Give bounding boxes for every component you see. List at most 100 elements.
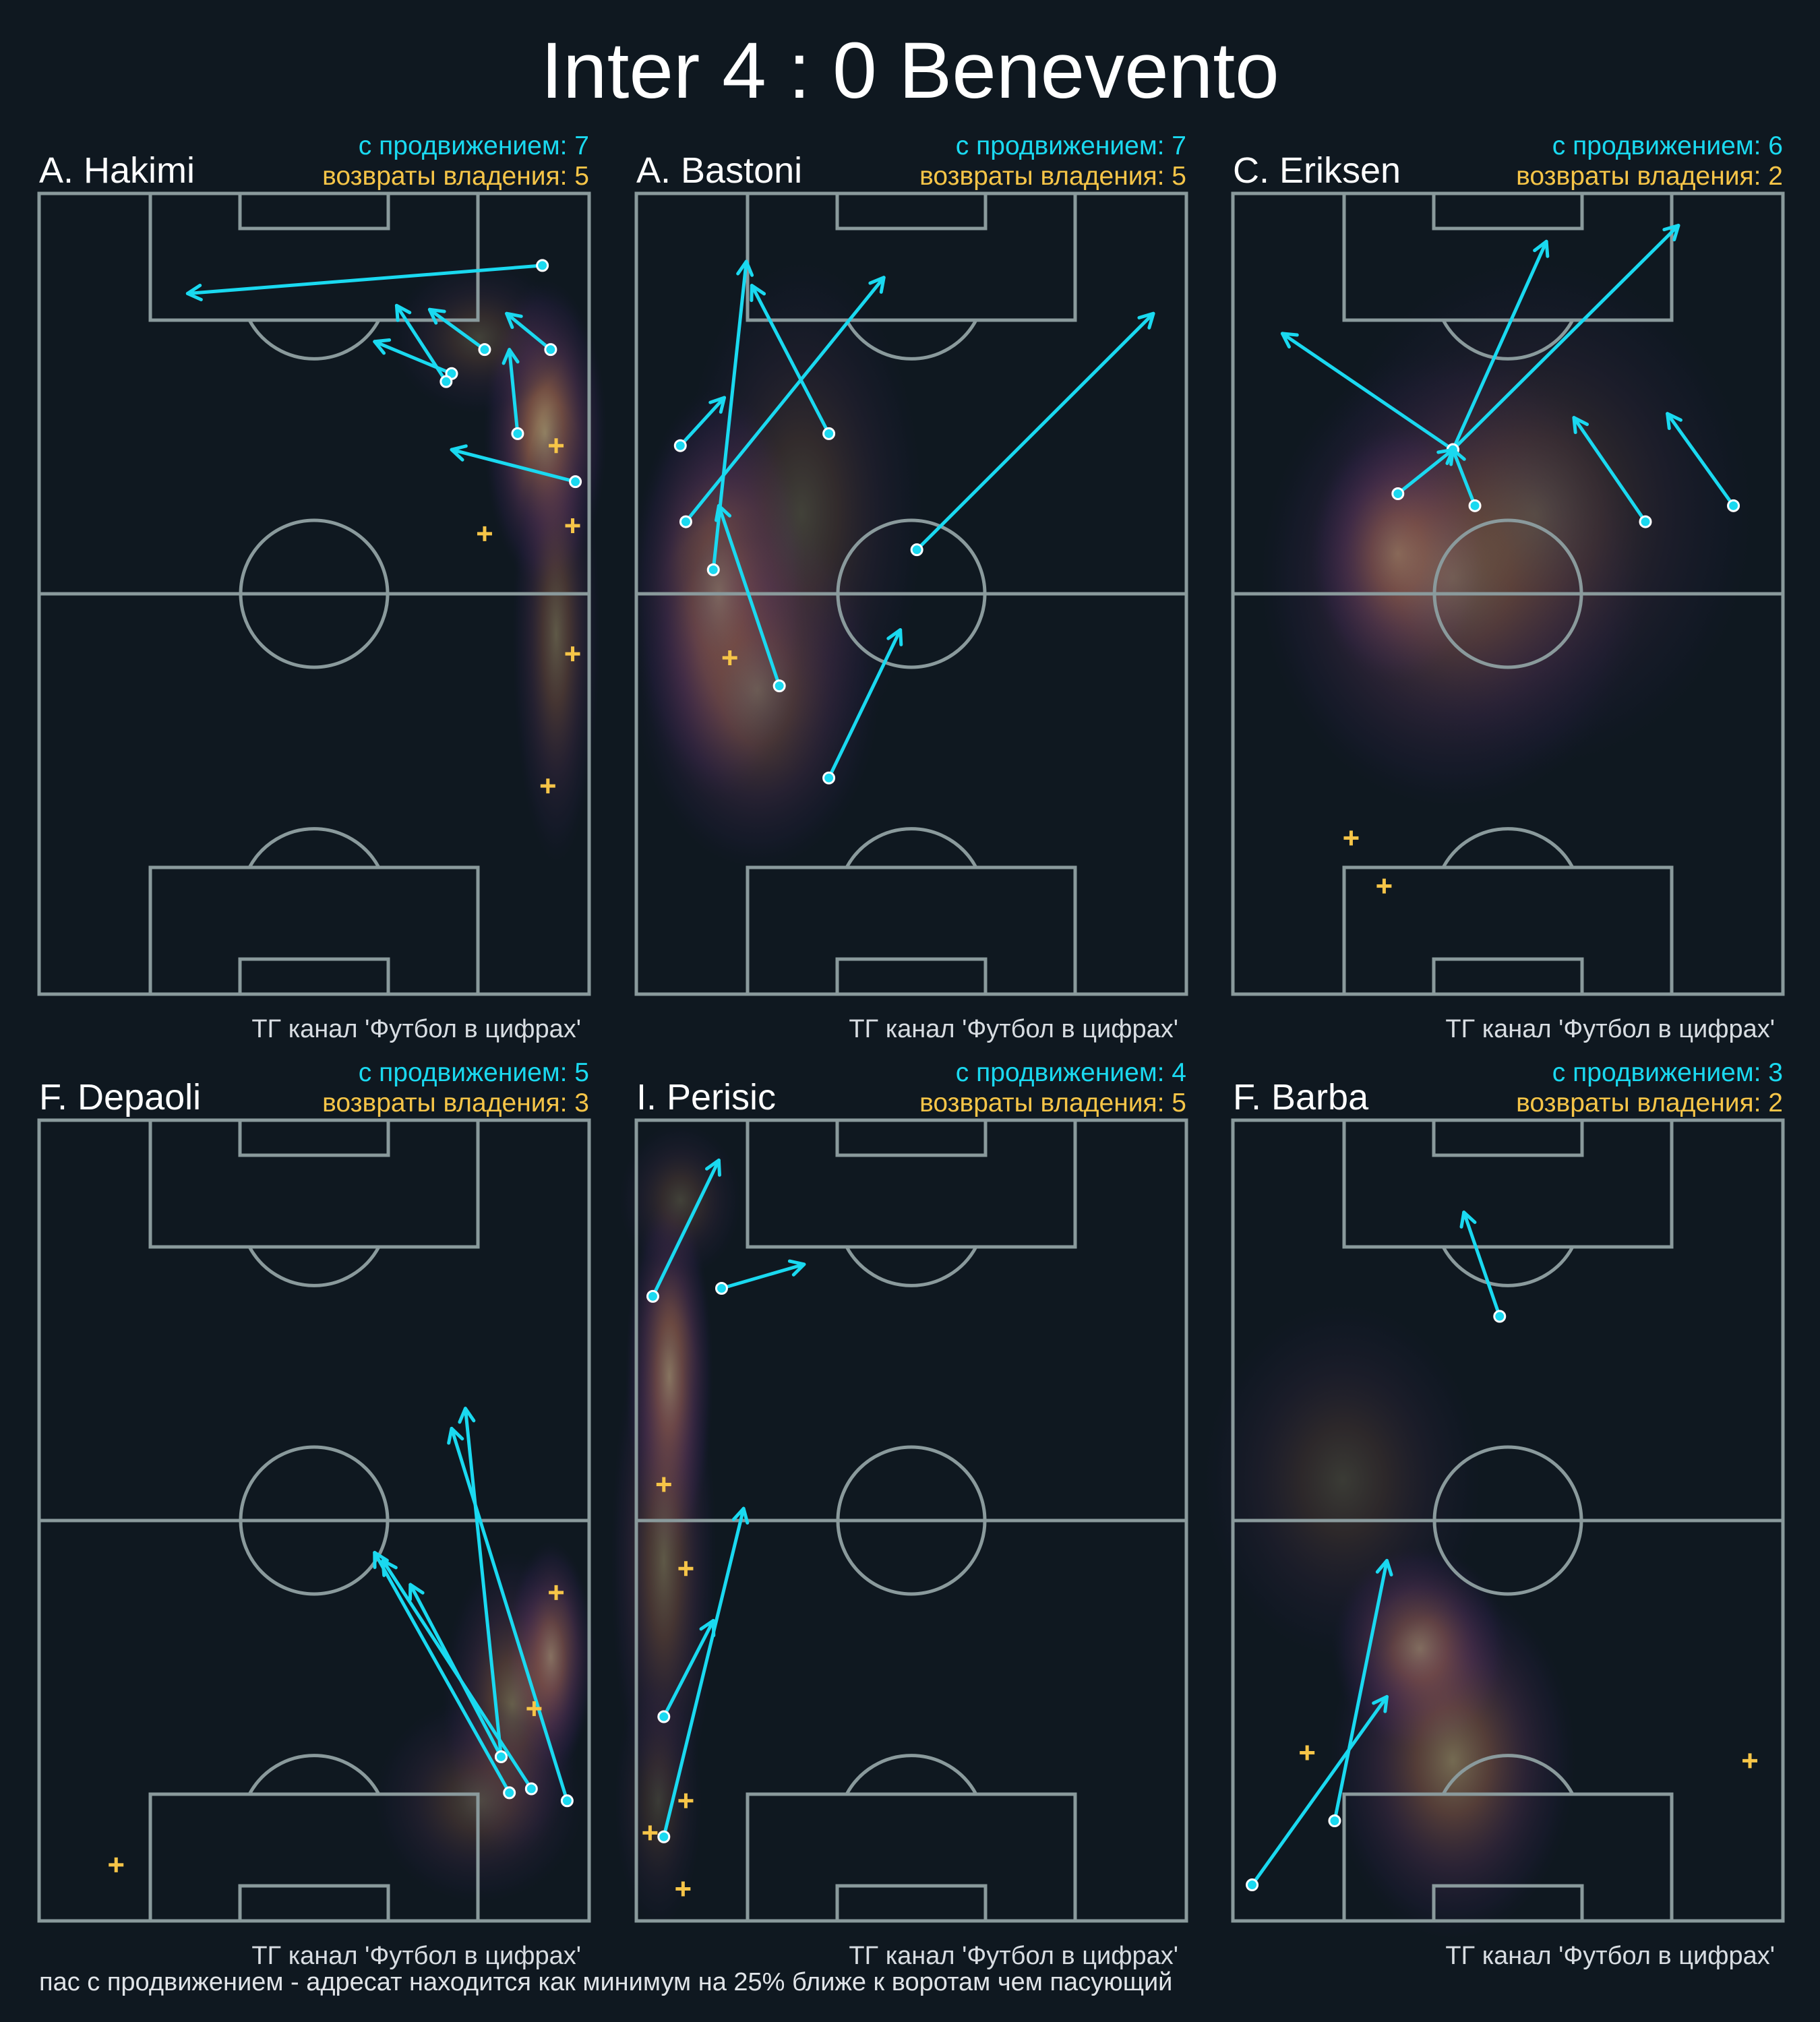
progressive-count: с продвижением: 6 [1552,131,1783,160]
pass-origin-point [679,515,692,528]
bottom-penalty-arc [247,827,381,869]
pass-origin-point [657,1830,671,1843]
progressive-pass [373,1551,516,1800]
heatmap-blob [678,257,925,770]
pass-arrow-head [1449,448,1466,466]
pass-origin-point [1727,499,1740,512]
bottom-penalty-arc [1441,827,1575,869]
pass-arrow-line [450,448,578,484]
top-penalty-arc [1441,1246,1575,1287]
progressive-pass [1328,1558,1393,1827]
pass-origin-point [673,439,687,452]
bottom-penalty-arc [247,1754,381,1796]
pass-arrow-line [427,307,487,352]
center-circle [239,1445,390,1596]
heatmap-blob [618,1123,742,1277]
pass-arrow-head [447,1426,464,1445]
recovery-marker [678,1561,694,1576]
bottom-six-yard-box [238,1884,390,1923]
pass-arrow-line [1451,239,1548,452]
heatmap-blob [1315,257,1756,770]
pass-arrow-head [505,311,523,330]
top-penalty-arc [845,1246,978,1287]
recovery-marker [722,650,737,666]
pass-arrow-head [185,283,203,301]
top-penalty-box [148,1118,480,1249]
bottom-six-yard-box [238,957,390,996]
pass-arrow-head [886,627,903,646]
recovery-marker [1343,830,1359,846]
pass-arrow-head [458,1407,476,1424]
progressive-pass [1459,1211,1507,1323]
bottom-penalty-box [746,1792,1077,1923]
credit-label: ТГ канал 'Футбол в цифрах' [251,1942,581,1970]
pass-arrow-head [502,348,520,365]
pass-origin-point [569,475,582,489]
pass-origin-point [1468,499,1482,512]
progressive-pass [1449,448,1482,512]
pass-origin-point [657,1710,671,1723]
player-name: F. Barba [1233,1077,1369,1117]
recoveries-count: возвраты владения: 5 [919,162,1186,191]
pass-arrow-head [715,503,732,522]
pass-arrow-line [662,1506,746,1839]
pass-arrow-line [1250,1694,1389,1887]
top-six-yard-box [835,1118,988,1157]
progressive-pass [822,627,903,785]
pass-origin-point [910,543,923,557]
recovery-marker [565,646,580,662]
recovery-marker [675,1881,691,1897]
pass-origin-point [503,1786,516,1800]
bottom-penalty-arc [845,827,978,869]
progressive-pass [1246,1694,1389,1892]
pass-arrow-line [684,276,886,524]
pass-arrow-line [1396,448,1455,495]
recoveries-count: возвраты владения: 2 [1516,1089,1783,1117]
pass-origin-point [822,771,836,785]
pass-arrow-line [711,259,748,572]
pass-arrow-head [1533,239,1550,258]
progressive-count: с продвижением: 4 [956,1058,1186,1087]
pass-arrow-line [1451,224,1680,452]
pass-arrow-line [373,1551,512,1795]
recovery-marker [656,1477,671,1492]
recovery-marker [1742,1753,1758,1769]
pass-origin-point [1328,1814,1341,1827]
progressive-pass [715,1259,806,1295]
progressive-pass [427,307,491,357]
recovery-marker [526,1701,542,1717]
progressive-pass [505,311,557,357]
pass-arrow-line [1333,1558,1389,1822]
progressive-pass [1572,416,1652,528]
bottom-six-yard-box [835,1884,988,1923]
pass-arrow-head [381,1558,398,1577]
pass-arrow-head [427,307,446,325]
top-penalty-box [746,1118,1077,1249]
progressive-pass [447,1426,574,1808]
bottom-penalty-box [148,865,480,996]
progressive-pass [502,348,524,440]
recoveries-count: возвраты владения: 2 [1516,162,1783,191]
credit-label: ТГ канал 'Футбол в цифрах' [849,1015,1178,1043]
pass-arrow-head [736,259,754,277]
pass-arrow-line [650,1158,721,1298]
pass-origin-point [1639,515,1652,528]
pass-arrow-head [1372,1694,1389,1713]
pass-arrow-line [1280,332,1455,452]
heatmap-blob [1329,1581,1577,1940]
pass-arrow-head [373,338,392,355]
heatmap-blob [512,403,601,865]
pass-arrow-line [381,1558,533,1791]
pass-arrow-head [1666,412,1682,431]
pass-origin-point [715,1281,728,1295]
pass-arrow-head [373,1551,389,1570]
recoveries-count: возвраты владения: 5 [322,162,589,191]
pass-arrow-head [1280,332,1299,348]
pass-arrow-line [508,348,520,435]
